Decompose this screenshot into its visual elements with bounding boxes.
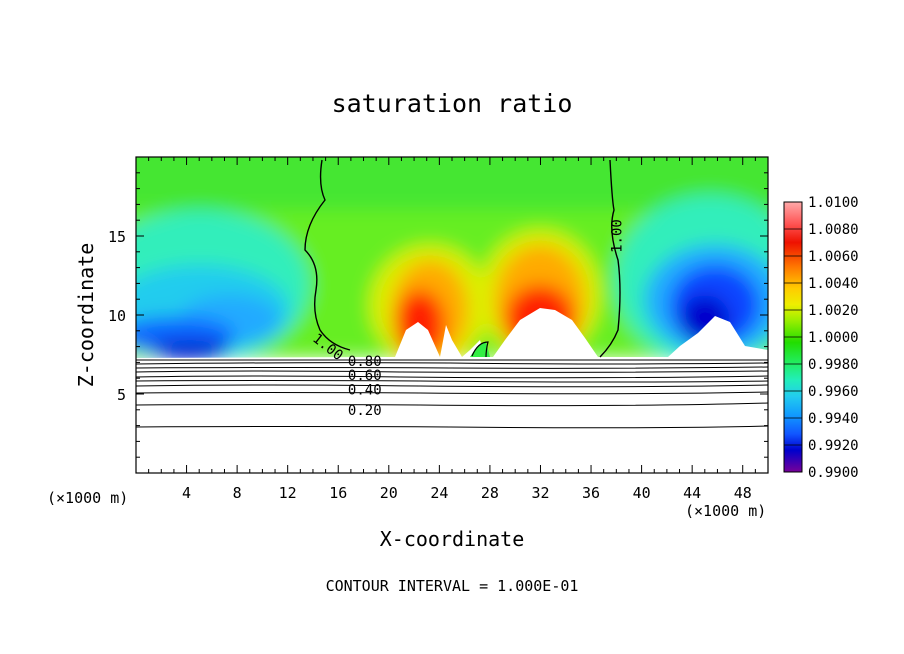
saturation-field	[136, 157, 768, 365]
x-unit-left: (×1000 m)	[47, 489, 128, 507]
contour-label: 0.40	[348, 382, 382, 398]
chart-title: saturation ratio	[332, 89, 573, 118]
contour-line-1.00-left	[304, 159, 351, 351]
y-axis-label: Z-coordinate	[74, 243, 98, 388]
colorbar-tick-label: 0.9940	[808, 411, 859, 427]
plot-area	[136, 157, 768, 473]
x-tick-label: 40	[633, 484, 651, 502]
colorbar-tick-label: 1.0100	[808, 195, 859, 211]
contour-label: 0.80	[348, 354, 382, 370]
colorbar-tick-label: 1.0040	[808, 276, 859, 292]
x-axis-label: X-coordinate	[380, 527, 525, 551]
x-tick-label: 8	[233, 484, 242, 502]
x-tick-label: 36	[582, 484, 600, 502]
footer-note: CONTOUR INTERVAL = 1.000E-01	[326, 577, 579, 595]
x-tick-label: 16	[329, 484, 347, 502]
x-tick-label: 24	[430, 484, 448, 502]
contour-label: 0.20	[348, 403, 382, 419]
x-axis: 4 8 12 16 20 24 28 32 36 40 44 48	[148, 157, 756, 502]
colorbar-tick-label: 1.0080	[808, 222, 859, 238]
x-tick-label: 12	[279, 484, 297, 502]
x-tick-label: 44	[683, 484, 701, 502]
x-tick-label: 28	[481, 484, 499, 502]
colorbar-ticks: 1.0100 1.0080 1.0060 1.0040 1.0020 1.0000 0.99…	[784, 195, 859, 481]
colorbar-tick-label: 1.0020	[808, 303, 859, 319]
colorbar-tick-label: 1.0060	[808, 249, 859, 265]
x-tick-label: 4	[182, 484, 191, 502]
y-tick-label: 10	[108, 307, 126, 325]
colorbar-tick-label: 0.9900	[808, 465, 859, 481]
contour-line-1.00-right	[599, 159, 621, 358]
x-tick-label: 20	[380, 484, 398, 502]
x-unit-right: (×1000 m)	[685, 502, 766, 520]
colorbar-tick-label: 0.9920	[808, 438, 859, 454]
colorbar-tick-label: 0.9980	[808, 357, 859, 373]
y-tick-label: 5	[117, 386, 126, 404]
colorbar-tick-label: 0.9960	[808, 384, 859, 400]
x-tick-label: 48	[734, 484, 752, 502]
y-tick-label: 15	[108, 228, 126, 246]
contour-lines-low	[136, 359, 768, 429]
contour-label: 1.00	[609, 219, 625, 253]
contour-label: 0.60	[348, 368, 382, 384]
colorbar-tick-label: 1.0000	[808, 330, 859, 346]
y-axis: 5 10 15	[108, 172, 768, 458]
x-tick-label: 32	[531, 484, 549, 502]
colorbar: 1.0100 1.0080 1.0060 1.0040 1.0020 1.0000 0.99…	[783, 195, 859, 481]
